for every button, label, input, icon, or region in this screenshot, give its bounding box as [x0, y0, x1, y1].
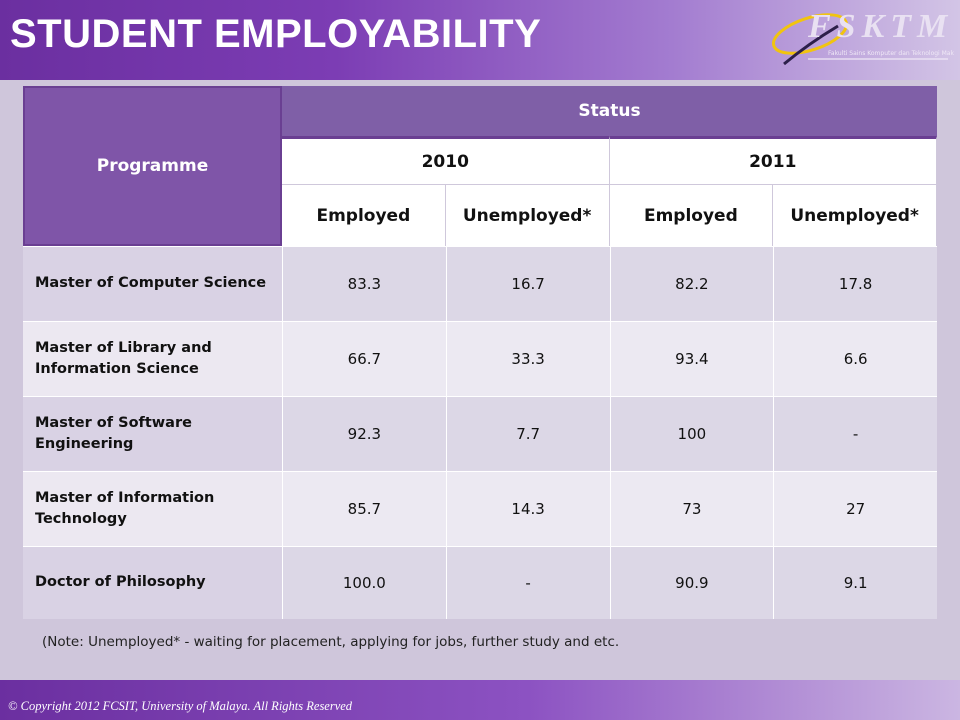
table-row: Master of Information Technology 85.7 14…	[23, 471, 937, 546]
value-cell: 100	[609, 397, 774, 471]
subheader-unemployed-2010: Unemployed*	[445, 184, 610, 246]
year-header-2010: 2010	[282, 136, 610, 184]
copyright-text: © Copyright 2012 FCSIT, University of Ma…	[8, 699, 353, 713]
footnote: (Note: Unemployed* - waiting for placeme…	[42, 634, 620, 650]
programme-header: Programme	[23, 86, 282, 246]
table-row: Master of Software Engineering 92.3 7.7 …	[23, 396, 937, 471]
table-row: Master of Library and Information Scienc…	[23, 321, 937, 396]
programme-cell: Master of Software Engineering	[23, 397, 282, 471]
value-cell: 92.3	[282, 397, 446, 471]
value-cell: 6.6	[773, 322, 937, 396]
value-cell: 83.3	[282, 247, 446, 321]
status-header: Status	[282, 86, 937, 136]
value-cell: 93.4	[609, 322, 774, 396]
subheader-unemployed-2011: Unemployed*	[773, 184, 937, 246]
value-cell: 27	[773, 472, 937, 546]
fsktm-logo: FSKTM Fakulti Sains Komputer dan Teknolo…	[768, 4, 954, 76]
value-cell: 85.7	[282, 472, 446, 546]
programme-cell: Master of Library and Information Scienc…	[23, 322, 282, 396]
value-cell: 90.9	[609, 547, 774, 619]
logo-text: FSKTM	[808, 8, 954, 45]
logo-subtitle: Fakulti Sains Komputer dan Teknologi Mak…	[828, 50, 954, 57]
value-cell: 73	[609, 472, 774, 546]
value-cell: 100.0	[282, 547, 446, 619]
orbit-swoosh-icon	[772, 13, 948, 66]
value-cell: 7.7	[445, 397, 610, 471]
value-cell: 17.8	[773, 247, 937, 321]
year-header-row: 2010 2011	[282, 136, 937, 184]
value-cell: 82.2	[609, 247, 774, 321]
employability-table: Programme Status 2010 2011 Employed Unem…	[23, 86, 937, 619]
programme-cell: Master of Information Technology	[23, 472, 282, 546]
value-cell: 14.3	[445, 472, 610, 546]
year-header-2011: 2011	[609, 136, 937, 184]
subheader-employed-2010: Employed	[282, 184, 446, 246]
table-row: Doctor of Philosophy 100.0 - 90.9 9.1	[23, 546, 937, 619]
footer-banner: © Copyright 2012 FCSIT, University of Ma…	[0, 680, 960, 720]
subheader-row: Employed Unemployed* Employed Unemployed…	[282, 184, 937, 246]
value-cell: 66.7	[282, 322, 446, 396]
table-body: Master of Computer Science 83.3 16.7 82.…	[23, 246, 937, 619]
programme-cell: Master of Computer Science	[23, 247, 282, 321]
value-cell: -	[773, 397, 937, 471]
subheader-employed-2011: Employed	[609, 184, 774, 246]
page-title: STUDENT EMPLOYABILITY	[10, 12, 542, 56]
value-cell: -	[445, 547, 610, 619]
value-cell: 9.1	[773, 547, 937, 619]
value-cell: 16.7	[445, 247, 610, 321]
table-row: Master of Computer Science 83.3 16.7 82.…	[23, 246, 937, 321]
programme-cell: Doctor of Philosophy	[23, 547, 282, 619]
header-banner: STUDENT EMPLOYABILITY FSKTM Fakulti Sain…	[0, 0, 960, 80]
value-cell: 33.3	[445, 322, 610, 396]
